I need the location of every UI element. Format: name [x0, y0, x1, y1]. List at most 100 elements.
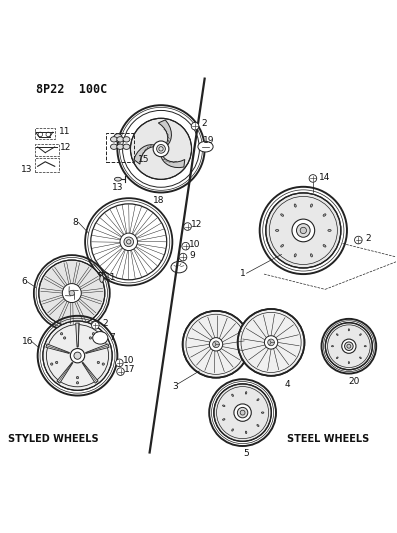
Ellipse shape: [364, 345, 366, 347]
Ellipse shape: [114, 177, 121, 181]
Circle shape: [124, 237, 133, 247]
Circle shape: [97, 361, 100, 364]
Ellipse shape: [360, 357, 361, 359]
Polygon shape: [161, 157, 185, 167]
Text: 10: 10: [189, 240, 201, 249]
Ellipse shape: [110, 144, 118, 149]
Text: 11: 11: [58, 126, 70, 135]
Circle shape: [297, 224, 310, 237]
Ellipse shape: [245, 431, 247, 433]
Circle shape: [183, 311, 249, 378]
Circle shape: [62, 284, 81, 303]
Ellipse shape: [360, 334, 361, 335]
Polygon shape: [46, 344, 69, 353]
Ellipse shape: [310, 204, 312, 207]
Text: 2: 2: [102, 319, 108, 328]
Circle shape: [116, 359, 123, 367]
Circle shape: [39, 260, 105, 326]
Circle shape: [92, 321, 99, 329]
Text: 16: 16: [22, 337, 34, 346]
Circle shape: [117, 368, 124, 375]
Text: 3: 3: [172, 382, 178, 391]
Circle shape: [179, 253, 187, 261]
Ellipse shape: [171, 262, 187, 273]
Ellipse shape: [123, 144, 130, 149]
Circle shape: [266, 193, 341, 268]
Ellipse shape: [257, 399, 259, 401]
Text: 6: 6: [21, 277, 27, 286]
Ellipse shape: [100, 276, 104, 282]
Ellipse shape: [348, 329, 349, 331]
Circle shape: [309, 175, 317, 182]
Circle shape: [76, 376, 79, 379]
Ellipse shape: [223, 405, 225, 407]
Text: 4: 4: [285, 379, 291, 389]
Text: 10: 10: [123, 357, 135, 366]
Text: 14: 14: [319, 173, 330, 182]
Ellipse shape: [348, 361, 349, 364]
Text: 5: 5: [243, 449, 249, 458]
Circle shape: [70, 349, 85, 363]
Text: 7: 7: [110, 333, 115, 342]
Text: 12: 12: [191, 220, 203, 229]
Ellipse shape: [336, 334, 338, 335]
Circle shape: [102, 363, 104, 365]
Ellipse shape: [328, 230, 331, 231]
Ellipse shape: [110, 136, 118, 142]
Ellipse shape: [310, 254, 312, 257]
Ellipse shape: [336, 357, 338, 359]
Text: 2: 2: [365, 233, 371, 243]
Polygon shape: [76, 323, 79, 347]
Text: STEEL WHEELS: STEEL WHEELS: [287, 434, 369, 444]
Text: 12: 12: [60, 143, 71, 152]
Circle shape: [234, 404, 251, 421]
Circle shape: [238, 309, 304, 376]
Polygon shape: [85, 344, 109, 353]
Polygon shape: [158, 120, 172, 145]
Circle shape: [43, 321, 112, 390]
Ellipse shape: [123, 136, 130, 142]
Circle shape: [157, 144, 166, 153]
Circle shape: [268, 339, 274, 346]
Circle shape: [64, 337, 66, 339]
Circle shape: [214, 384, 271, 441]
Ellipse shape: [323, 245, 326, 247]
Circle shape: [153, 141, 169, 157]
Circle shape: [345, 342, 353, 351]
Circle shape: [93, 333, 94, 335]
Text: 11: 11: [106, 272, 117, 281]
Circle shape: [89, 337, 91, 339]
Circle shape: [292, 219, 315, 242]
Circle shape: [326, 322, 372, 370]
Ellipse shape: [245, 392, 247, 394]
Circle shape: [184, 223, 191, 230]
Ellipse shape: [261, 412, 264, 413]
Circle shape: [60, 333, 63, 335]
Circle shape: [76, 382, 79, 384]
Ellipse shape: [93, 332, 108, 344]
Circle shape: [347, 344, 351, 348]
Text: 1: 1: [240, 269, 246, 278]
Ellipse shape: [232, 394, 233, 397]
Circle shape: [50, 363, 53, 365]
Text: 2: 2: [202, 119, 207, 127]
Circle shape: [355, 236, 362, 244]
Polygon shape: [82, 362, 98, 383]
Ellipse shape: [198, 141, 213, 152]
Circle shape: [120, 233, 137, 251]
Circle shape: [69, 290, 75, 296]
Text: 13: 13: [21, 165, 32, 174]
Circle shape: [300, 227, 306, 233]
Text: 13: 13: [112, 183, 124, 192]
Text: 18: 18: [153, 196, 165, 205]
Circle shape: [56, 361, 58, 364]
Text: 19: 19: [203, 136, 215, 146]
Ellipse shape: [232, 429, 233, 431]
Ellipse shape: [281, 214, 283, 216]
Circle shape: [209, 337, 223, 351]
Text: 20: 20: [349, 377, 360, 386]
Circle shape: [131, 118, 191, 180]
Circle shape: [191, 123, 199, 130]
Circle shape: [182, 243, 189, 250]
Circle shape: [240, 410, 245, 415]
